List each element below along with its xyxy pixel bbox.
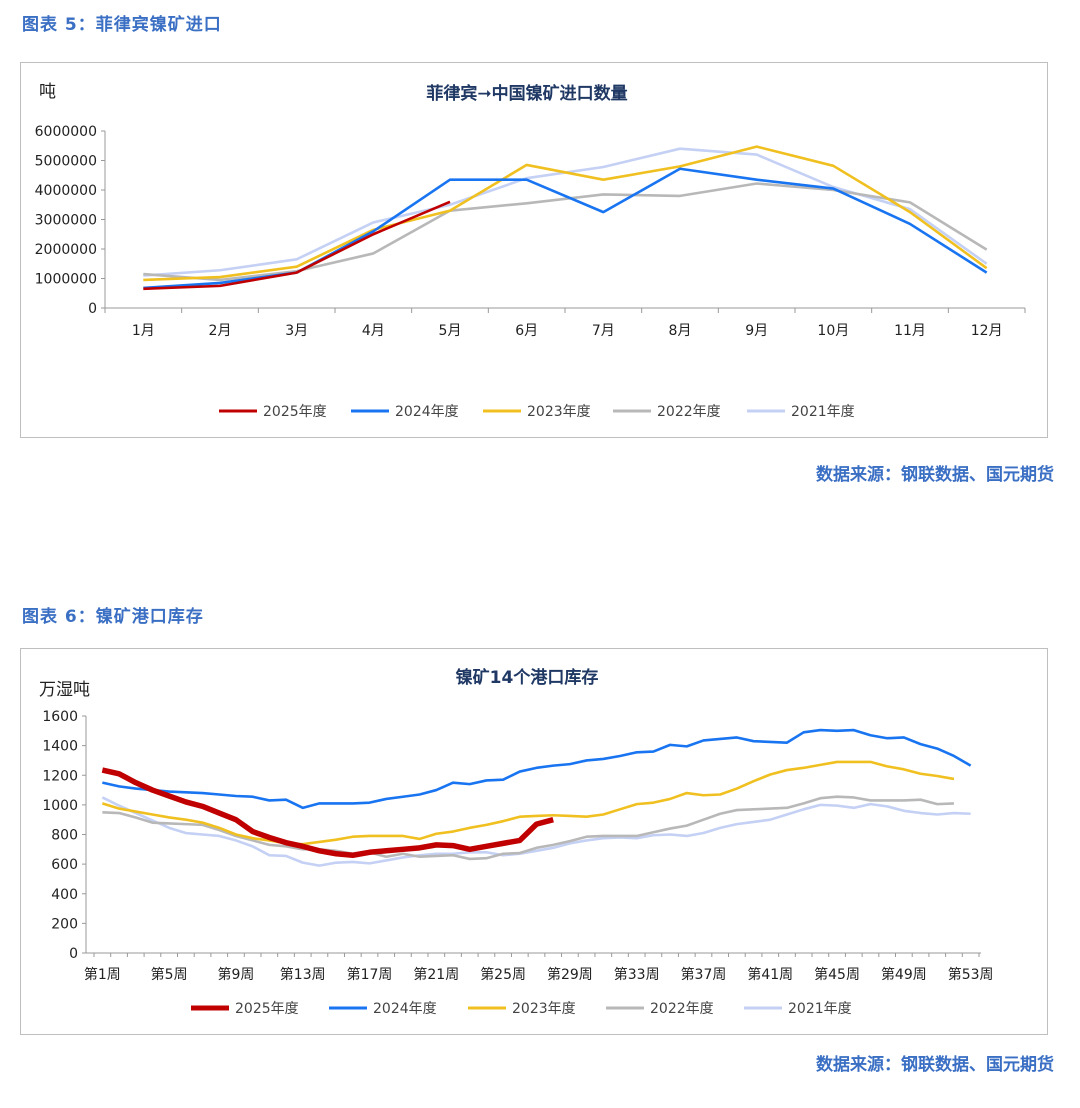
y-tick-label: 0 xyxy=(88,301,97,317)
x-tick-label: 7月 xyxy=(592,323,615,339)
y-tick-label: 1000000 xyxy=(35,272,97,288)
chart1-svg: 菲律宾➞中国镍矿进口数量 吨 0 1000000 2000000 3000000 40000… xyxy=(35,82,1026,420)
x-tick-label: 第17周 xyxy=(347,966,393,983)
y-tick-label: 3000000 xyxy=(35,213,97,229)
chart-title: 镍矿14个港口库存 xyxy=(456,667,599,688)
y-tick-label: 6000000 xyxy=(35,124,97,140)
series-line-2022 xyxy=(143,182,988,282)
figure5-title: 图表 5：菲律宾镍矿进口 xyxy=(22,15,222,35)
chart-title: 菲律宾➞中国镍矿进口数量 xyxy=(426,83,627,104)
x-tick-label: 第53周 xyxy=(948,966,994,983)
y-tick-label: 200 xyxy=(51,916,78,932)
chart1-frame: 菲律宾➞中国镍矿进口数量 吨 0 1000000 2000000 3000000 40000… xyxy=(20,62,1048,438)
figure6-title: 图表 6：镍矿港口库存 xyxy=(22,607,204,627)
legend-label-2024: 2024年度 xyxy=(373,1001,437,1017)
legend-label-2021: 2021年度 xyxy=(791,404,855,420)
x-tick-label: 8月 xyxy=(669,323,692,339)
y-tick-label: 5000000 xyxy=(35,154,97,170)
y-tick-label: 0 xyxy=(69,946,78,962)
series-line-2021 xyxy=(143,147,988,277)
x-tick-label: 第13周 xyxy=(280,966,326,983)
x-tick-label: 第49周 xyxy=(881,966,927,983)
x-tick-label: 4月 xyxy=(362,323,385,339)
x-tick-label: 10月 xyxy=(817,323,849,339)
y-tick-label: 1000 xyxy=(42,798,78,814)
series-line-2023 xyxy=(101,760,955,846)
figure6-source: 数据来源：钢联数据、国元期货 xyxy=(816,1055,1054,1075)
legend-label-2025: 2025年度 xyxy=(235,1001,299,1017)
legend-label-2022: 2022年度 xyxy=(650,1001,714,1017)
series-line-2025 xyxy=(101,767,554,858)
x-tick-label: 第5周 xyxy=(151,966,188,983)
x-tick-label: 12月 xyxy=(971,323,1003,339)
legend-label-2023: 2023年度 xyxy=(527,404,591,420)
x-tick-label: 第33周 xyxy=(614,966,660,983)
x-tick-label: 第29周 xyxy=(547,966,593,983)
y-tick-label: 4000000 xyxy=(35,183,97,199)
series-line-2021 xyxy=(101,796,971,867)
figure5-source: 数据来源：钢联数据、国元期货 xyxy=(816,465,1054,485)
y-axis-label: 万湿吨 xyxy=(39,680,90,700)
x-tick-label: 6月 xyxy=(515,323,538,339)
chart2-frame: 镍矿14个港口库存万湿吨 0 200 400 600 800 1000 1200 1400 160… xyxy=(20,648,1048,1035)
series-line-2024 xyxy=(102,728,972,810)
x-tick-label: 2月 xyxy=(209,323,232,339)
x-tick-label: 第21周 xyxy=(413,966,459,983)
y-tick-label: 1600 xyxy=(42,709,78,725)
x-tick-label: 第37周 xyxy=(681,966,727,983)
x-tick-label: 第45周 xyxy=(814,966,860,983)
y-tick-label: 1200 xyxy=(42,768,78,784)
legend-label-2022: 2022年度 xyxy=(657,404,721,420)
x-tick-label: 3月 xyxy=(285,323,308,339)
x-tick-label: 11月 xyxy=(894,323,926,339)
legend-label-2024: 2024年度 xyxy=(395,404,459,420)
series-line-2022 xyxy=(102,795,955,861)
y-tick-label: 400 xyxy=(51,887,78,903)
series-line-2025 xyxy=(143,200,451,291)
y-tick-label: 600 xyxy=(51,857,78,873)
x-tick-label: 第41周 xyxy=(747,966,793,983)
x-tick-label: 5月 xyxy=(439,323,462,339)
y-tick-label: 800 xyxy=(51,828,78,844)
y-tick-label: 2000000 xyxy=(35,242,97,258)
x-tick-label: 9月 xyxy=(745,323,768,339)
y-tick-label: 1400 xyxy=(42,739,78,755)
x-tick-label: 第1周 xyxy=(84,966,121,983)
legend-label-2021: 2021年度 xyxy=(788,1001,852,1017)
x-tick-label: 第9周 xyxy=(217,966,254,983)
legend-label-2023: 2023年度 xyxy=(512,1001,576,1017)
series-line-2023 xyxy=(143,145,988,282)
legend-label-2025: 2025年度 xyxy=(263,404,327,420)
y-axis-label: 吨 xyxy=(39,82,56,102)
x-tick-label: 第25周 xyxy=(480,966,526,983)
x-tick-label: 1月 xyxy=(132,323,155,339)
